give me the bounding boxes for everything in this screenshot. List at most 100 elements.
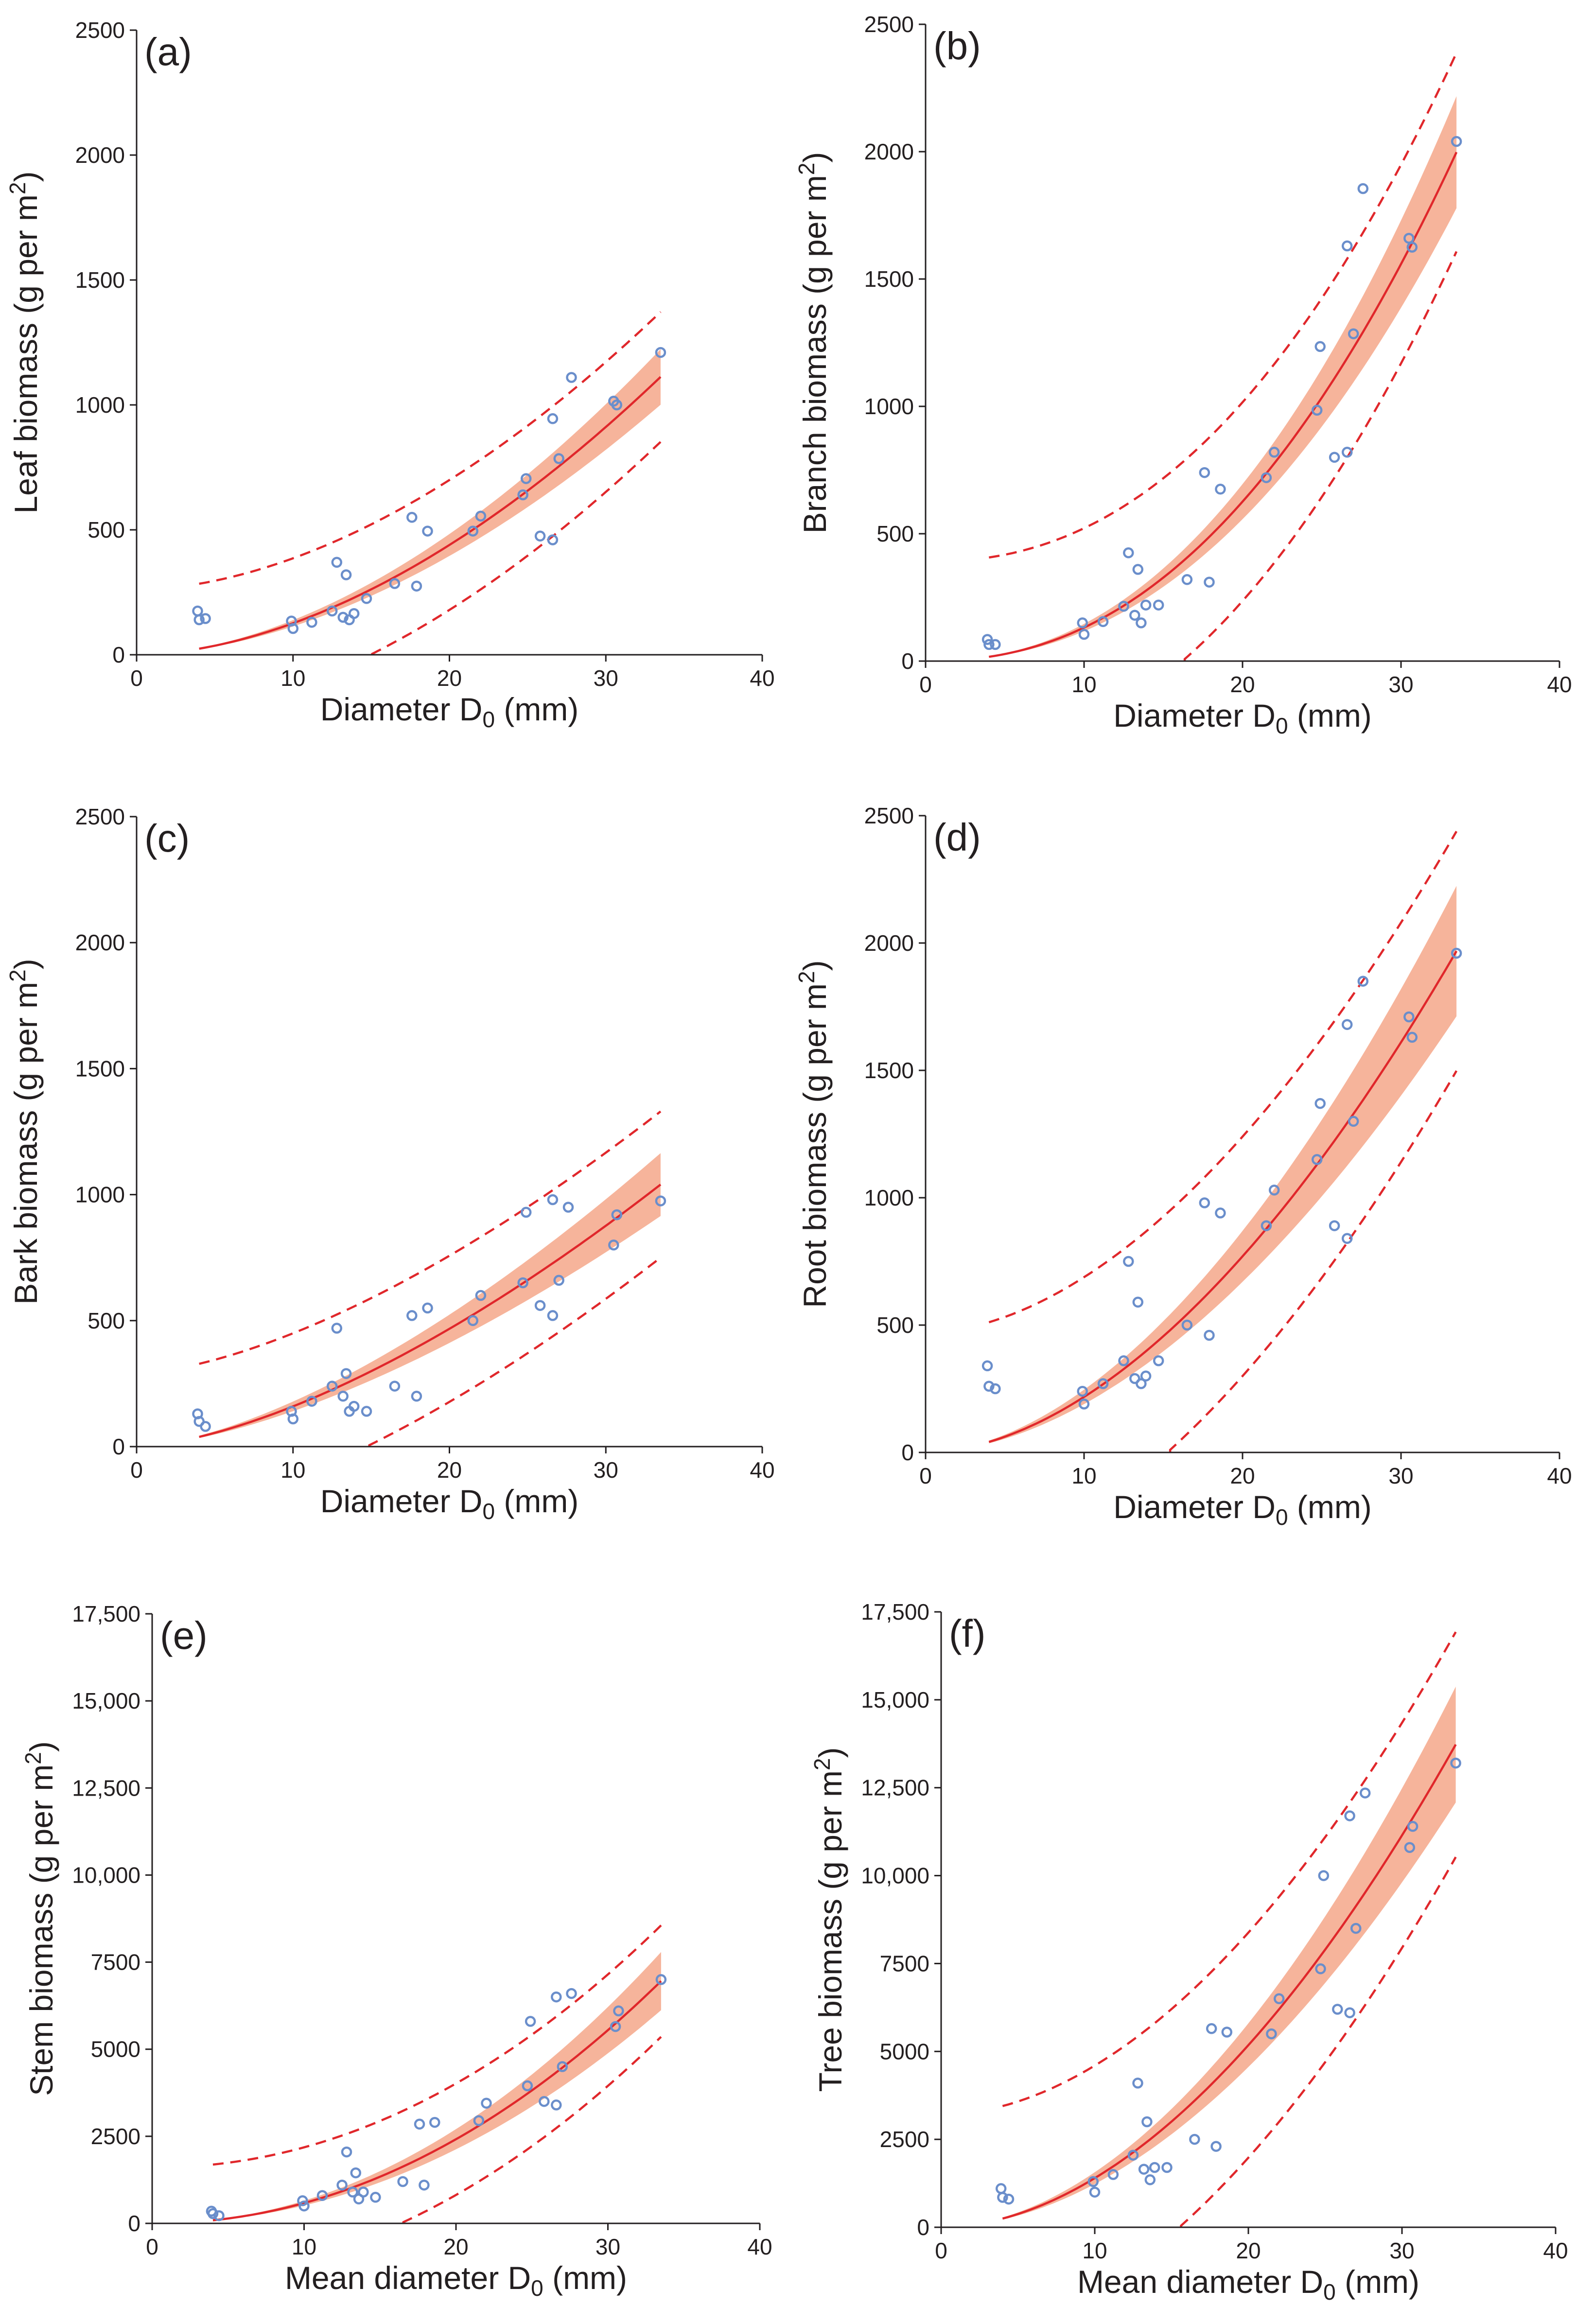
data-point — [1199, 467, 1210, 478]
panel-label: (c) — [144, 817, 190, 860]
data-point — [1341, 1019, 1353, 1030]
data-point — [1204, 577, 1215, 588]
data-point — [1138, 2164, 1150, 2175]
y-tick-label: 2500 — [864, 12, 914, 37]
data-point — [557, 2061, 568, 2072]
data-point — [1078, 629, 1090, 640]
data-point — [1129, 610, 1140, 621]
y-tick-label: 500 — [876, 521, 914, 546]
data-point — [481, 2097, 492, 2109]
fitted-curve — [199, 376, 662, 650]
data-point — [1123, 547, 1134, 559]
data-point — [1161, 2162, 1173, 2173]
x-tick-label: 0 — [935, 2238, 947, 2263]
confidence-band — [199, 349, 661, 649]
data-point — [983, 1380, 995, 1392]
x-tick-label: 20 — [1230, 1463, 1255, 1488]
confidence-band — [1002, 1686, 1456, 2220]
x-tick-label: 20 — [443, 2234, 468, 2259]
data-point — [520, 1206, 532, 1218]
data-point — [348, 608, 360, 619]
data-point — [1140, 599, 1152, 611]
data-point — [358, 2186, 369, 2198]
x-tick-label: 20 — [1236, 2238, 1261, 2263]
data-point — [419, 2179, 430, 2191]
data-point — [1153, 1355, 1164, 1366]
y-tick-label: 1500 — [864, 1058, 914, 1083]
data-point — [517, 1277, 528, 1289]
data-point — [1129, 1373, 1140, 1384]
data-point — [1332, 2004, 1343, 2015]
data-point — [326, 605, 338, 617]
data-point — [1153, 599, 1164, 611]
x-tick-label: 30 — [596, 2234, 620, 2259]
data-point — [287, 623, 299, 634]
x-tick-label: 10 — [292, 2234, 316, 2259]
data-point — [331, 1323, 343, 1334]
data-point — [1261, 472, 1272, 483]
data-point — [1348, 1116, 1359, 1127]
data-point — [1221, 2027, 1233, 2038]
y-tick-label: 5000 — [91, 2037, 140, 2062]
fitted-curve — [1002, 1744, 1457, 2220]
data-point — [1097, 1378, 1109, 1389]
data-point — [1189, 2133, 1200, 2145]
y-tick-label: 7500 — [880, 1951, 929, 1976]
y-tick-label: 15,000 — [861, 1687, 929, 1712]
data-point — [655, 1974, 667, 1985]
data-point — [1268, 1185, 1280, 1196]
y-tick-label: 2500 — [880, 2127, 929, 2152]
data-point — [1149, 2162, 1160, 2173]
data-point — [1181, 1319, 1193, 1331]
x-tick-label: 40 — [1547, 672, 1572, 697]
data-point — [1314, 1098, 1326, 1109]
panel-label: (e) — [160, 1614, 208, 1657]
data-point — [411, 1391, 422, 1402]
panel-label: (b) — [933, 24, 981, 68]
data-point — [306, 1396, 317, 1407]
data-point — [1451, 136, 1462, 147]
data-point — [337, 612, 349, 623]
y-tick-label: 5000 — [880, 2039, 929, 2064]
data-point — [611, 399, 623, 411]
data-point — [414, 2118, 425, 2130]
data-point — [613, 2005, 624, 2017]
data-point — [1348, 328, 1359, 339]
data-point — [981, 1360, 993, 1372]
y-tick-label: 17,500 — [72, 1601, 140, 1626]
data-point — [1132, 2078, 1143, 2089]
data-point — [1078, 1398, 1090, 1410]
y-tick-label: 2000 — [75, 930, 125, 955]
data-point — [1403, 1011, 1415, 1023]
data-point — [1450, 1757, 1461, 1769]
x-axis-title: Diameter D0 (mm) — [1113, 698, 1372, 738]
data-point — [1311, 404, 1323, 416]
x-axis-title: Mean diameter D0 (mm) — [1077, 2264, 1419, 2305]
y-axis-title: Root biomass (g per m2) — [794, 960, 833, 1308]
fitted-curve — [199, 1184, 662, 1438]
data-point — [1341, 240, 1353, 252]
data-point — [348, 1400, 360, 1412]
data-point — [200, 1421, 211, 1432]
data-point — [1181, 574, 1193, 585]
y-tick-label: 2000 — [864, 139, 914, 164]
panel-label: (d) — [933, 816, 981, 859]
data-point — [1341, 447, 1353, 458]
data-point — [997, 2192, 1008, 2203]
data-point — [192, 605, 203, 617]
data-point — [337, 1391, 349, 1402]
prediction-interval-lower — [402, 2036, 662, 2223]
y-axis-title: Stem biomass (g per m2) — [20, 1741, 59, 2096]
data-point — [1089, 2186, 1101, 2198]
data-point — [611, 1209, 623, 1221]
data-point — [990, 639, 1001, 650]
y-tick-label: 0 — [128, 2211, 140, 2236]
x-tick-label: 40 — [1547, 1463, 1572, 1488]
data-point — [547, 1310, 559, 1321]
y-axis-title: Bark biomass (g per m2) — [5, 959, 44, 1304]
data-point — [467, 1315, 479, 1327]
data-point — [473, 2115, 485, 2126]
prediction-interval-upper — [199, 311, 662, 585]
y-tick-label: 0 — [901, 648, 914, 674]
prediction-interval-upper — [988, 831, 1458, 1324]
